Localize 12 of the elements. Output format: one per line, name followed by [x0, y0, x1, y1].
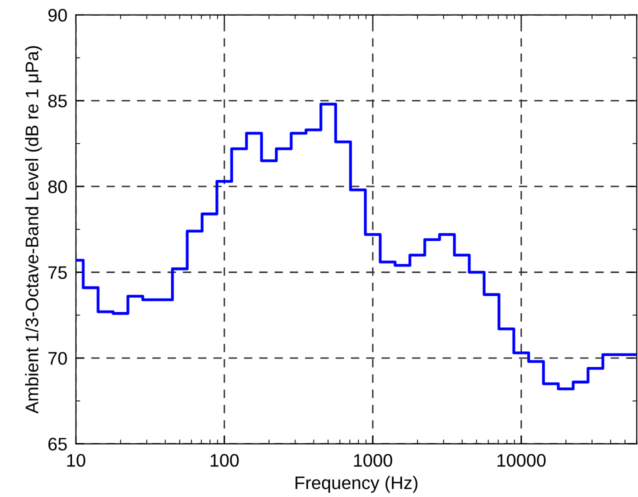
- y-tick-label: 70: [48, 352, 67, 365]
- x-tick-label: 10: [67, 454, 86, 467]
- x-tick-label: 10000: [497, 454, 546, 467]
- x-tick-label: 1000: [354, 454, 392, 467]
- x-tick-label: 100: [210, 454, 239, 467]
- y-axis-title: Ambient 1/3-Octave-Band Level (dB re 1 μPa): [25, 46, 42, 414]
- y-tick-label: 65: [48, 438, 67, 451]
- y-tick-label: 90: [48, 8, 67, 22]
- y-tick-label: 80: [48, 180, 67, 194]
- x-axis-title: Frequency (Hz): [296, 476, 418, 493]
- y-tick-label: 85: [48, 94, 67, 108]
- y-tick-label: 75: [48, 266, 67, 279]
